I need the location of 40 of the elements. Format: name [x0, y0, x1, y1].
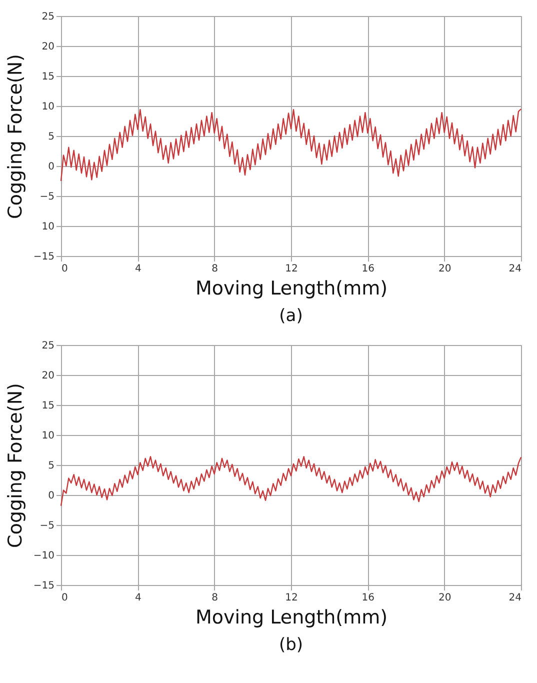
y-tick-label: 15: [42, 72, 54, 82]
y-tick-label: −5: [40, 192, 54, 202]
x-tick-label: 24: [508, 264, 522, 274]
x-tick-label: 4: [134, 264, 142, 274]
y-tick-label: −15: [33, 252, 54, 262]
y-tick-label: 20: [42, 370, 54, 382]
x-tick-label: 16: [362, 264, 375, 274]
x-tick-label: 8: [212, 264, 218, 274]
y-tick-label: 0: [48, 162, 54, 172]
text: (a): [279, 306, 303, 326]
y-tick-label: 25: [42, 12, 54, 22]
x-tick-label: 0: [62, 264, 68, 274]
y-axis-title: Cogging Force(N): [4, 383, 26, 548]
line-series: [60, 456, 522, 506]
x-axis-title: Moving Length(mm): [195, 606, 388, 628]
x-tick-label: 0: [62, 592, 68, 604]
x-tick-label: 12: [285, 592, 298, 604]
x-axis-title: Moving Length(mm): [195, 278, 388, 300]
y-tick-label: 15: [42, 400, 54, 412]
y-tick-label: 5: [48, 460, 54, 472]
x-tick-label: 24: [508, 592, 522, 604]
y-tick-label: 0: [48, 490, 54, 502]
y-tick-label: 5: [48, 132, 54, 142]
y-tick-label: 20: [42, 42, 54, 52]
y-tick-label: −5: [40, 520, 54, 532]
y-tick-label: 10: [42, 430, 54, 442]
y-tick-label: 10: [42, 222, 54, 232]
y-tick-label: 25: [42, 340, 54, 352]
x-tick-label: 4: [134, 592, 142, 604]
y-tick-label: 10: [42, 102, 54, 112]
x-tick-label: 20: [438, 592, 452, 604]
y-axis-title: Cogging Force(N): [4, 54, 26, 219]
y-tick-label: −10: [33, 550, 54, 562]
x-tick-label: 12: [285, 264, 298, 274]
line-series: [60, 108, 522, 182]
x-tick-label: 16: [362, 592, 375, 604]
text: (b): [278, 635, 304, 655]
x-tick-label: 20: [438, 264, 452, 274]
x-tick-label: 8: [212, 592, 218, 604]
y-tick-label: −15: [33, 580, 54, 592]
